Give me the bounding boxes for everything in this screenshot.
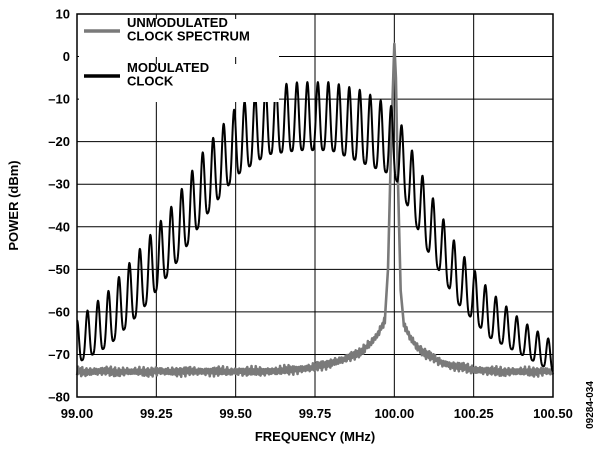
y-tick-label: –30 bbox=[48, 177, 70, 192]
x-tick-label: 99.00 bbox=[61, 406, 94, 421]
y-tick-label: –10 bbox=[48, 92, 70, 107]
series-modulated-line bbox=[76, 81, 554, 373]
legend-label: UNMODULATED bbox=[127, 15, 228, 30]
x-axis-label: FREQUENCY (MHz) bbox=[255, 429, 375, 444]
y-tick-label: 0 bbox=[63, 49, 70, 64]
x-tick-label: 99.75 bbox=[299, 406, 332, 421]
x-tick-label: 99.25 bbox=[140, 406, 173, 421]
legend-bg bbox=[79, 64, 279, 102]
legend-bg bbox=[79, 19, 279, 57]
series-layer bbox=[75, 42, 555, 379]
legend-label: CLOCK bbox=[127, 74, 174, 89]
y-tick-label: –50 bbox=[48, 262, 70, 277]
plot-frame bbox=[76, 13, 554, 398]
y-tick-label: –20 bbox=[48, 134, 70, 149]
x-tick-labels: 99.00 99.25 99.50 99.75 100.00 100.25 100.50 bbox=[61, 406, 573, 421]
y-tick-labels: 10 0 –10 –20 –30 –40 –50 –60 –70 –80 bbox=[48, 7, 70, 405]
x-tick-label: 99.50 bbox=[219, 406, 252, 421]
series-unmodulated-line bbox=[75, 42, 555, 379]
y-tick-label: 10 bbox=[56, 7, 70, 22]
x-tick-label: 100.00 bbox=[374, 406, 414, 421]
legend-label: CLOCK SPECTRUM bbox=[127, 29, 250, 44]
y-tick-label: –80 bbox=[48, 390, 70, 405]
x-tick-label: 100.25 bbox=[454, 406, 494, 421]
y-tick-label: –70 bbox=[48, 347, 70, 362]
y-tick-label: –60 bbox=[48, 304, 70, 319]
figure-id: 09284-034 bbox=[585, 381, 596, 429]
x-tick-label: 100.50 bbox=[533, 406, 573, 421]
legend-label: MODULATED bbox=[127, 60, 209, 75]
y-axis-label: POWER (dBm) bbox=[6, 160, 21, 250]
y-tick-label: –40 bbox=[48, 219, 70, 234]
